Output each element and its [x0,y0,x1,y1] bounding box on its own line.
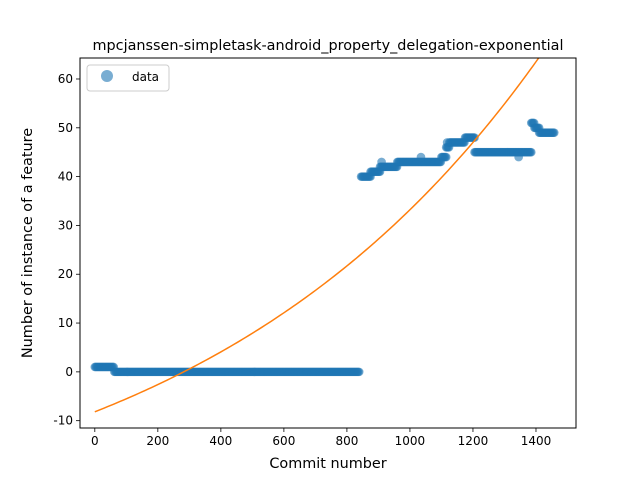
x-tick-label: 1400 [521,434,552,448]
legend: data [86,64,170,92]
data-point [441,152,451,162]
data-point [442,138,452,147]
legend-entry-data: data [132,70,159,84]
fit-line [94,58,540,413]
plot-area [79,57,577,429]
y-tick-label: 20 [58,267,73,281]
y-axis: -10 0 10 20 30 40 50 60 [53,72,80,428]
y-tick-label: 40 [58,170,73,184]
data-point [549,128,559,137]
x-axis: 0 200 400 600 800 1000 1200 1400 [91,428,551,448]
axes-frame [79,57,577,429]
x-tick-label: 800 [335,434,358,448]
x-tick-label: 600 [272,434,295,448]
data-point [416,152,426,162]
y-tick-label: 0 [65,365,73,379]
y-tick-label: 50 [58,121,73,135]
y-tick-label: 60 [58,72,73,86]
y-tick-label: 10 [58,316,73,330]
data-point [526,147,536,157]
y-tick-label: -10 [53,414,73,428]
data-point [514,152,523,162]
legend-marker-data [101,70,113,82]
x-axis-label: Commit number [269,456,386,472]
data-layer [90,58,559,413]
data-point [354,367,364,377]
y-tick-label: 30 [58,218,73,232]
y-axis-label: Number of instance of a feature [20,128,36,358]
x-tick-label: 400 [209,434,232,448]
data-point [470,133,479,142]
x-tick-label: 200 [146,434,169,448]
x-tick-label: 0 [91,434,99,448]
chart-title: mpcjanssen-simpletask-android_property_d… [93,38,564,54]
data-point [377,157,386,167]
x-tick-label: 1200 [458,434,489,448]
x-tick-label: 1000 [395,434,426,448]
